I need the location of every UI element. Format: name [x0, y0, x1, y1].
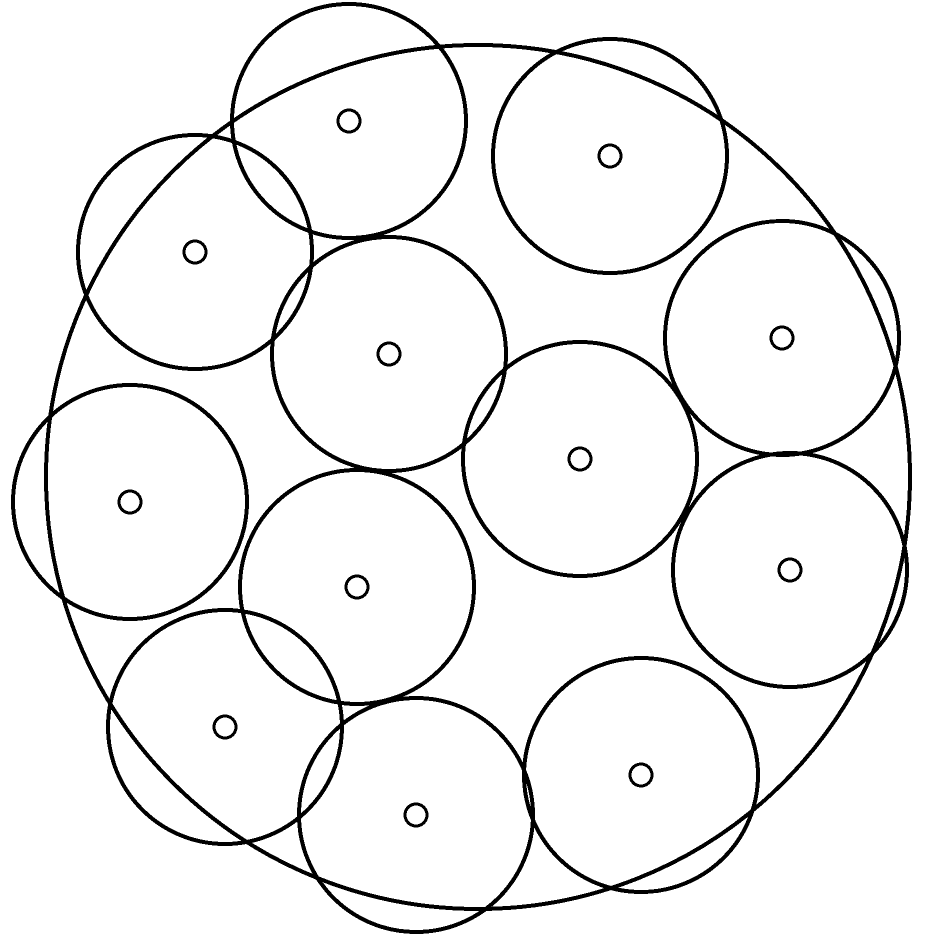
center-dot-10 — [214, 716, 236, 738]
inner-circle-4 — [272, 237, 506, 471]
center-dot-2 — [599, 145, 621, 167]
inner-circle-7 — [463, 342, 697, 576]
inner-circle-8 — [240, 470, 474, 704]
center-dot-8 — [346, 576, 368, 598]
center-dot-5 — [771, 327, 793, 349]
center-dot-12 — [405, 804, 427, 826]
center-dot-4 — [378, 343, 400, 365]
inner-circle-5 — [665, 221, 899, 455]
center-dot-6 — [119, 491, 141, 513]
outer-circle — [46, 45, 910, 909]
inner-circle-9 — [673, 453, 907, 687]
center-dot-1 — [338, 110, 360, 132]
inner-circle-11 — [524, 658, 758, 892]
inner-circle-2 — [493, 39, 727, 273]
center-dot-11 — [630, 764, 652, 786]
inner-circle-10 — [108, 610, 342, 844]
circle-packing-diagram — [0, 0, 941, 943]
inner-circle-3 — [78, 135, 312, 369]
inner-circle-12 — [299, 698, 533, 932]
inner-circle-1 — [232, 4, 466, 238]
center-dot-9 — [779, 559, 801, 581]
center-dot-3 — [184, 241, 206, 263]
center-dot-7 — [569, 448, 591, 470]
